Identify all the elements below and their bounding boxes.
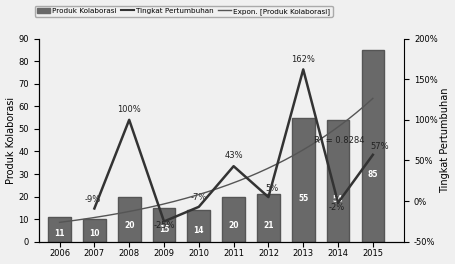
Text: 11: 11 xyxy=(54,229,65,238)
Bar xyxy=(326,120,349,242)
Text: 20: 20 xyxy=(124,221,134,230)
Bar xyxy=(187,210,210,242)
Bar xyxy=(222,197,244,242)
Bar xyxy=(117,197,140,242)
Bar xyxy=(257,194,279,242)
Bar xyxy=(152,208,175,242)
Text: 43%: 43% xyxy=(224,152,243,161)
Text: 162%: 162% xyxy=(291,55,314,64)
Text: 55: 55 xyxy=(298,194,308,203)
Text: -2%: -2% xyxy=(328,203,344,212)
Bar xyxy=(83,219,106,242)
Text: 14: 14 xyxy=(193,226,204,235)
Text: 20: 20 xyxy=(228,221,238,230)
Bar xyxy=(291,117,314,242)
Legend: Produk Kolaborasi, Tingkat Pertumbuhan, Expon. [Produk Kolaborasi]: Produk Kolaborasi, Tingkat Pertumbuhan, … xyxy=(35,6,332,17)
Text: -7%: -7% xyxy=(190,193,207,202)
Text: R² = 0.8284: R² = 0.8284 xyxy=(313,136,364,145)
Text: 21: 21 xyxy=(263,221,273,230)
Text: -25%: -25% xyxy=(153,221,174,230)
Bar xyxy=(361,50,383,242)
Text: -9%: -9% xyxy=(84,195,101,204)
Y-axis label: Tingkat Pertumbuhan: Tingkat Pertumbuhan xyxy=(440,87,450,193)
Text: 54: 54 xyxy=(332,195,343,204)
Text: 100%: 100% xyxy=(117,105,141,114)
Text: 15: 15 xyxy=(158,225,169,234)
Y-axis label: Produk Kolaborasi: Produk Kolaborasi xyxy=(5,97,15,184)
Text: 5%: 5% xyxy=(265,184,278,193)
Bar xyxy=(48,217,71,242)
Text: 57%: 57% xyxy=(370,142,388,151)
Text: 85: 85 xyxy=(367,170,377,179)
Text: 10: 10 xyxy=(89,229,99,238)
